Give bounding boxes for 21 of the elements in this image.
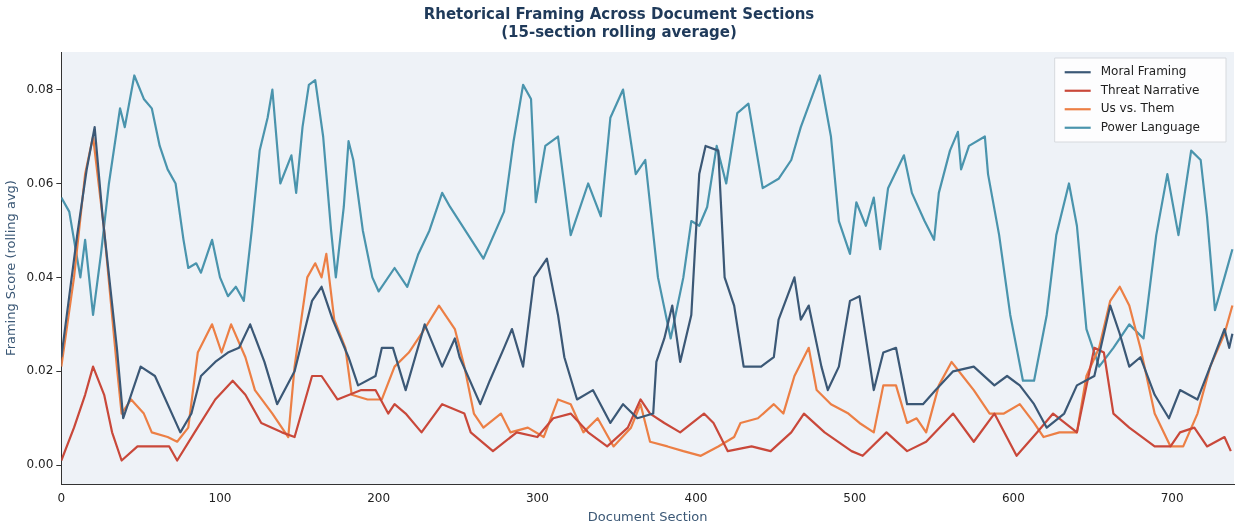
chart-subtitle: (15-section rolling average) [501, 22, 737, 41]
y-tick-label: 0.06 [26, 175, 54, 190]
y-tick-label: 0.04 [26, 269, 54, 284]
y-axis-title: Framing Score (rolling avg) [3, 180, 19, 356]
legend-label: Us vs. Them [1100, 101, 1175, 116]
x-tick-label: 100 [208, 491, 232, 506]
x-axis-title: Document Section [587, 508, 708, 524]
y-tick-label: 0.02 [26, 363, 54, 378]
chart-title: Rhetorical Framing Across Document Sections [423, 4, 815, 23]
legend-label: Moral Framing [1100, 64, 1187, 79]
x-tick-label: 600 [1001, 491, 1025, 506]
legend-label: Threat Narrative [1099, 82, 1200, 97]
x-tick-label: 500 [843, 491, 867, 506]
x-tick-label: 200 [367, 491, 391, 506]
x-tick-label: 400 [684, 491, 708, 506]
x-tick-label: 0 [57, 491, 66, 506]
legend-label: Power Language [1100, 119, 1201, 134]
y-tick-label: 0.08 [26, 81, 54, 96]
y-tick-label: 0.00 [26, 457, 54, 472]
x-tick-label: 700 [1160, 491, 1184, 506]
x-tick-label: 300 [525, 491, 549, 506]
